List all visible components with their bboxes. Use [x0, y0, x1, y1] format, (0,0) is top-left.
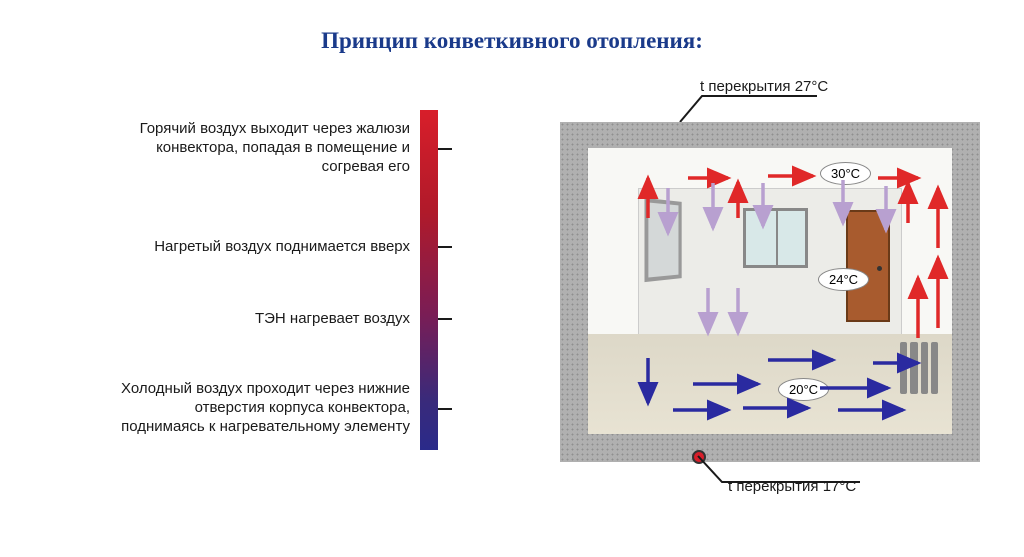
page-title: Принцип конветкивного отопления: [0, 0, 1024, 54]
floor-temp-callout: t перекрытия 17°C [728, 478, 856, 495]
floor [588, 334, 952, 434]
legend-item: Горячий воздух выходит через жалюзи конв… [110, 120, 410, 176]
outer-wall: 30°C 24°C 20°C [560, 122, 980, 462]
legend-item: ТЭН нагревает воздух [110, 310, 410, 329]
legend-item: Нагретый воздух поднимается вверх [110, 238, 410, 257]
gradient-tick [438, 408, 452, 410]
gradient-tick [438, 318, 452, 320]
temperature-badge: 24°C [818, 268, 869, 291]
room-diagram: t перекрытия 27°C 30°C24°C20°C [560, 102, 980, 482]
mirror [644, 198, 681, 282]
temperature-gradient-bar [420, 110, 438, 450]
door [846, 210, 890, 322]
temperature-badge: 30°C [820, 162, 871, 185]
temperature-badge: 20°C [778, 378, 829, 401]
ceiling-temp-callout: t перекрытия 27°C [700, 78, 828, 95]
gradient-tick [438, 246, 452, 248]
window [743, 208, 808, 268]
gradient-tick [438, 148, 452, 150]
legend-item: Холодный воздух проходит через нижние от… [110, 380, 410, 436]
room-interior: 30°C 24°C 20°C [588, 148, 952, 434]
convector-heater [900, 342, 938, 394]
